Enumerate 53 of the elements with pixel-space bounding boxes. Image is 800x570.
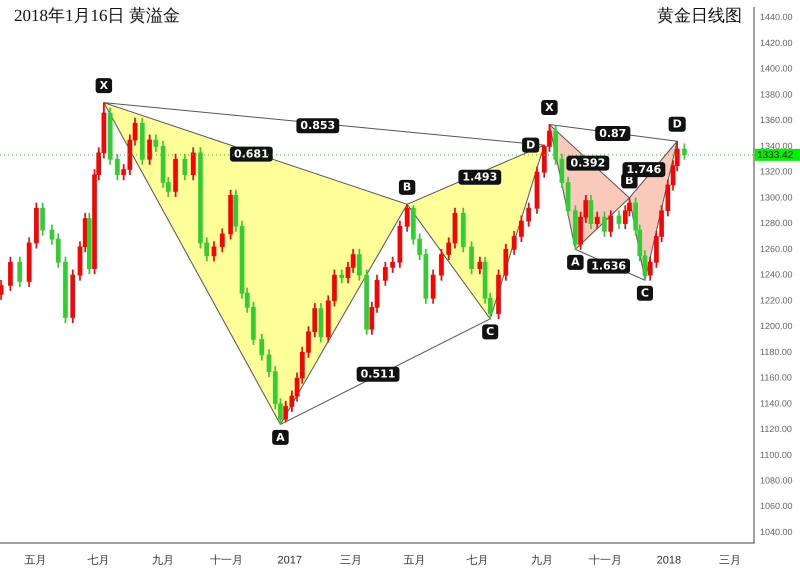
y-tick-label: 1180.00 [760, 346, 792, 357]
annotation: C [486, 325, 494, 338]
y-tick-label: 1260.00 [760, 244, 793, 254]
annotation: 1.493 [462, 170, 498, 184]
x-tick-label: 三月 [340, 554, 362, 566]
annotation: 0.87 [599, 126, 626, 140]
y-tick-label: 1380.00 [760, 89, 793, 100]
y-tick-label: 1120.00 [760, 424, 792, 434]
chart-subtitle: 黄金日线图 [657, 5, 742, 27]
y-tick-label: 1140.00 [760, 398, 792, 408]
annotation: 0.511 [360, 368, 396, 381]
y-tick-label: 1420.00 [760, 38, 793, 48]
x-tick-label: 七月 [466, 553, 489, 566]
y-tick-label: 1160.00 [760, 372, 792, 383]
y-tick-label: 1240.00 [760, 270, 793, 280]
y-tick-label: 1080.00 [760, 476, 793, 486]
annotation: 0.392 [570, 156, 606, 170]
ref-line-label: 1333.42 [757, 150, 794, 162]
annotation: D [526, 138, 536, 152]
annotation: A [571, 256, 580, 269]
y-tick-label: 1220.00 [760, 295, 793, 306]
annotation: C [640, 286, 649, 300]
annotation: 1.746 [626, 162, 662, 176]
y-tick-label: 1060.00 [760, 501, 793, 512]
annotation: 0.681 [234, 147, 269, 160]
x-tick-label: 九月 [531, 553, 554, 566]
x-tick-label: 2018 [656, 554, 682, 566]
y-tick-label: 1320.00 [760, 166, 793, 177]
y-tick-label: 1300.00 [760, 192, 793, 202]
y-tick-label: 1340.00 [760, 140, 793, 151]
x-tick-label: 2017 [278, 554, 302, 566]
y-tick-label: 1400.00 [760, 64, 793, 74]
y-tick-label: 1360.00 [760, 115, 793, 126]
annotation: 0.853 [300, 119, 336, 132]
annotation: X [545, 100, 554, 114]
y-tick-label: 1200.00 [760, 321, 793, 332]
y-tick-label: 1280.00 [760, 218, 793, 228]
x-tick-label: 五月 [24, 554, 46, 566]
x-tick-label: 十一月 [210, 553, 243, 566]
y-tick-label: 1100.00 [760, 450, 792, 460]
annotation: X [100, 79, 109, 92]
x-tick-label: 三月 [719, 554, 742, 566]
x-tick-label: 五月 [403, 554, 426, 566]
x-tick-label: 七月 [88, 553, 110, 566]
annotation: D [672, 118, 682, 131]
chart-title: 2018年1月16日 黄溢金 [14, 5, 180, 27]
x-tick-label: 十一月 [588, 553, 622, 566]
annotation: A [276, 430, 286, 444]
annotation: B [402, 180, 412, 194]
x-tick-label: 九月 [152, 553, 174, 566]
y-tick-label: 1040.00 [760, 526, 793, 537]
y-tick-label: 1440.00 [760, 12, 793, 22]
annotation: 1.636 [591, 259, 626, 272]
